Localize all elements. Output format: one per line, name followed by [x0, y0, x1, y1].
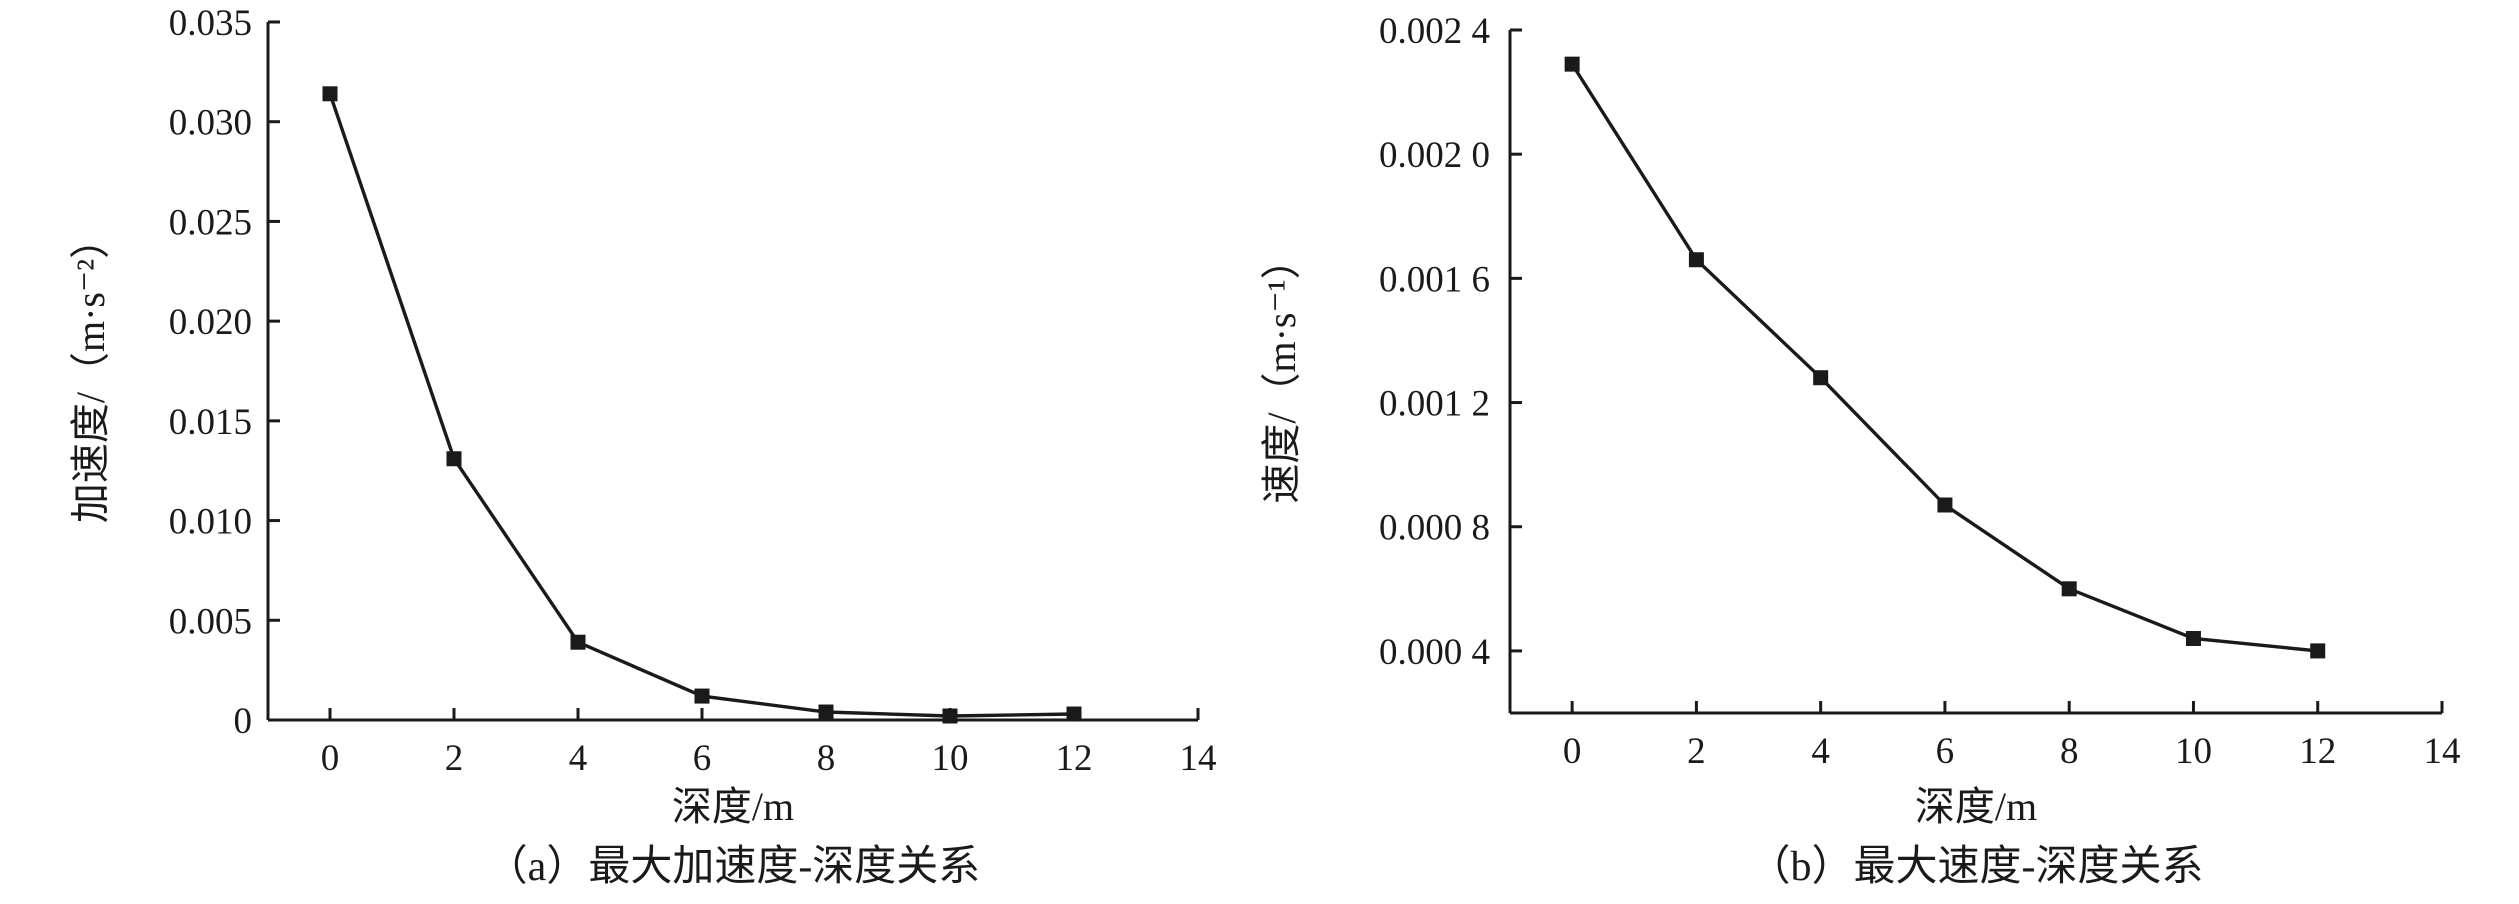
y-tick-label: 0.001 6: [1379, 259, 1490, 300]
y-tick-label: 0: [234, 701, 253, 742]
y-tick-label: 0.010: [169, 502, 252, 543]
data-point-marker: [2061, 581, 2077, 597]
data-point-marker: [322, 86, 338, 102]
y-tick-label: 0.002 4: [1379, 11, 1490, 52]
figure-caption: （a）最大加速度-深度关系: [486, 844, 981, 890]
y-tick-label: 0.000 8: [1379, 508, 1490, 549]
x-tick-label: 0: [321, 738, 340, 779]
data-point-marker: [942, 708, 958, 724]
data-point-marker: [1813, 370, 1829, 386]
series-line: [328, 93, 1075, 718]
x-axis-title: 深度/m: [672, 784, 794, 829]
x-tick-label: 4: [1811, 731, 1830, 772]
data-point-marker: [1688, 252, 1704, 268]
y-tick-label: 0.030: [169, 103, 252, 144]
figure-caption: （b）最大速度-深度关系: [1749, 844, 2204, 890]
x-tick-label: 8: [2060, 731, 2079, 772]
y-tick-label: 0.035: [169, 3, 252, 44]
y-axis-title: 加速度/（m·s⁻²）: [68, 219, 113, 523]
y-tick-label: 0.020: [169, 302, 252, 343]
series-line: [1570, 63, 2318, 653]
data-point-marker: [570, 634, 586, 650]
data-point-marker: [1066, 706, 1082, 722]
x-tick-label: 0: [1563, 731, 1582, 772]
y-tick-label: 0.005: [169, 601, 252, 642]
y-tick-label: 0.001 2: [1379, 384, 1490, 425]
data-point-marker: [2185, 630, 2201, 646]
x-tick-label: 4: [569, 738, 588, 779]
data-point-marker: [2310, 643, 2326, 659]
y-tick-label: 0.002 0: [1379, 135, 1490, 176]
x-tick-label: 6: [1936, 731, 1955, 772]
x-tick-label: 12: [1056, 738, 1093, 779]
y-tick-label: 0.025: [169, 202, 252, 243]
y-tick-label: 0.015: [169, 402, 252, 443]
acceleration-depth-chart: 0 2 4 6 8 10 12 14 0 0.005 0.010 0.015 0.020 0.025 0.0…: [68, 3, 1217, 890]
x-tick-label: 12: [2299, 731, 2336, 772]
x-tick-label: 10: [2175, 731, 2212, 772]
data-point-marker: [1564, 56, 1580, 72]
x-tick-label: 8: [817, 738, 836, 779]
data-point-marker: [694, 688, 710, 704]
x-tick-label: 14: [2424, 731, 2461, 772]
data-point-marker: [818, 704, 834, 720]
x-tick-label: 2: [445, 738, 464, 779]
x-tick-label: 2: [1687, 731, 1706, 772]
x-tick-label: 6: [693, 738, 712, 779]
x-axis-title: 深度/m: [1915, 784, 2037, 829]
y-tick-label: 0.000 4: [1379, 632, 1490, 673]
velocity-depth-chart: 0 2 4 6 8 10 12 14 0.000 4 0.000 8 0.001 2 0.001 6 0…: [1259, 11, 2461, 890]
data-point-marker: [446, 451, 462, 467]
y-axis-title: 速度/（m·s⁻¹）: [1259, 239, 1304, 503]
x-tick-label: 10: [932, 738, 969, 779]
x-tick-label: 14: [1180, 738, 1217, 779]
data-point-marker: [1937, 497, 1953, 513]
